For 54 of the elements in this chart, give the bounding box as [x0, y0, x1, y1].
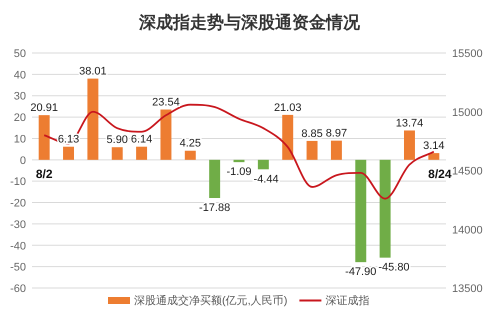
- data-label: 8.85: [301, 128, 323, 140]
- data-label: 38.01: [79, 66, 107, 78]
- bar: [355, 160, 366, 262]
- y2-tick-label: 15000: [452, 106, 483, 119]
- bar: [258, 160, 269, 170]
- bar: [184, 150, 196, 160]
- legend-label: 深股通成交净买额(亿元,人民币): [134, 294, 288, 307]
- bar: [282, 114, 294, 160]
- y-tick-label: -60: [10, 283, 26, 295]
- y-tick-label: -50: [10, 262, 26, 274]
- y-tick-label: 10: [14, 133, 26, 146]
- data-label: 20.91: [30, 102, 58, 114]
- data-label: -4.44: [254, 173, 279, 186]
- y2-tick-label: 15500: [452, 48, 483, 60]
- data-label: 6.14: [130, 134, 152, 146]
- y-tick-label: -10: [10, 176, 26, 188]
- data-label: 13.74: [396, 117, 424, 130]
- legend-label: 深证成指: [325, 294, 370, 307]
- bar: [38, 115, 50, 160]
- bar: [112, 147, 123, 160]
- y-tick-label: 0: [20, 154, 26, 167]
- data-label: -45.80: [378, 262, 410, 274]
- y-tick-label: 20: [14, 112, 26, 124]
- data-label: 3.14: [423, 140, 445, 152]
- x-tick-label: 8/24: [428, 166, 452, 181]
- data-label: -1.09: [226, 166, 252, 178]
- data-label: 8.97: [326, 128, 348, 140]
- bar: [136, 146, 148, 160]
- y-tick-label: -30: [10, 218, 26, 231]
- y-tick-label: 30: [14, 90, 26, 103]
- bar: [63, 146, 74, 160]
- data-label: 23.54: [152, 96, 180, 109]
- data-label: 4.25: [180, 138, 202, 150]
- bar: [404, 130, 415, 160]
- y-tick-label: -20: [10, 198, 26, 210]
- bar: [306, 140, 318, 160]
- x-tick-label: 8/2: [36, 166, 53, 181]
- y2-tick-label: 14500: [452, 166, 483, 178]
- title: 深成指走势与深股通资金情况: [139, 13, 360, 32]
- bar: [87, 78, 98, 160]
- bar: [428, 153, 440, 160]
- data-label: 21.03: [274, 102, 302, 114]
- y2-tick-label: 13500: [452, 283, 483, 295]
- bar: [160, 110, 172, 160]
- y-tick-label: 40: [14, 69, 26, 82]
- data-label: -17.88: [199, 202, 230, 214]
- data-label: 5.90: [106, 134, 128, 146]
- data-label: -47.90: [345, 266, 376, 278]
- bar: [209, 160, 220, 198]
- y2-tick-label: 14000: [452, 224, 483, 236]
- y-tick-label: 50: [14, 48, 26, 60]
- bar: [380, 160, 391, 258]
- y-tick-label: -40: [10, 240, 26, 252]
- bar: [330, 140, 342, 160]
